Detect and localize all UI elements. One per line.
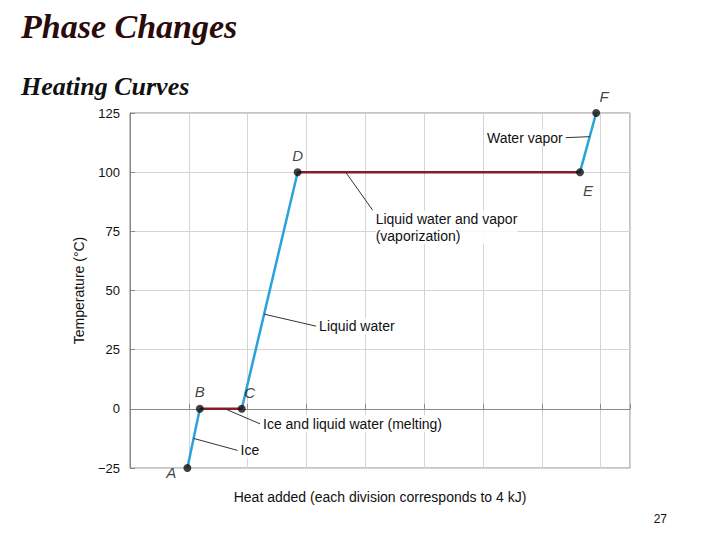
svg-text:(vaporization): (vaporization)	[376, 228, 461, 244]
svg-text:75: 75	[106, 224, 120, 239]
svg-text:F: F	[600, 88, 610, 105]
svg-text:Ice and liquid water (melting): Ice and liquid water (melting)	[263, 416, 442, 432]
svg-text:Heating Curves: Heating Curves	[20, 72, 189, 101]
svg-text:125: 125	[98, 106, 120, 121]
svg-text:Heat added (each division corr: Heat added (each division corresponds to…	[234, 489, 527, 505]
svg-text:D: D	[292, 147, 303, 164]
svg-text:25: 25	[106, 342, 120, 357]
svg-text:Liquid water and vapor: Liquid water and vapor	[376, 211, 518, 227]
svg-text:B: B	[195, 383, 205, 400]
svg-text:27: 27	[654, 512, 668, 526]
svg-text:0: 0	[113, 401, 120, 416]
svg-text:E: E	[583, 182, 594, 199]
svg-text:Ice: Ice	[241, 442, 260, 458]
svg-text:Water vapor: Water vapor	[487, 130, 563, 146]
svg-text:−25: −25	[98, 461, 120, 476]
svg-text:100: 100	[98, 165, 120, 180]
svg-text:A: A	[165, 464, 176, 481]
svg-text:C: C	[244, 384, 255, 401]
svg-text:50: 50	[106, 283, 120, 298]
svg-text:Temperature (°C): Temperature (°C)	[71, 237, 87, 345]
svg-text:Liquid water: Liquid water	[319, 318, 395, 334]
svg-text:Phase Changes: Phase Changes	[20, 8, 237, 45]
